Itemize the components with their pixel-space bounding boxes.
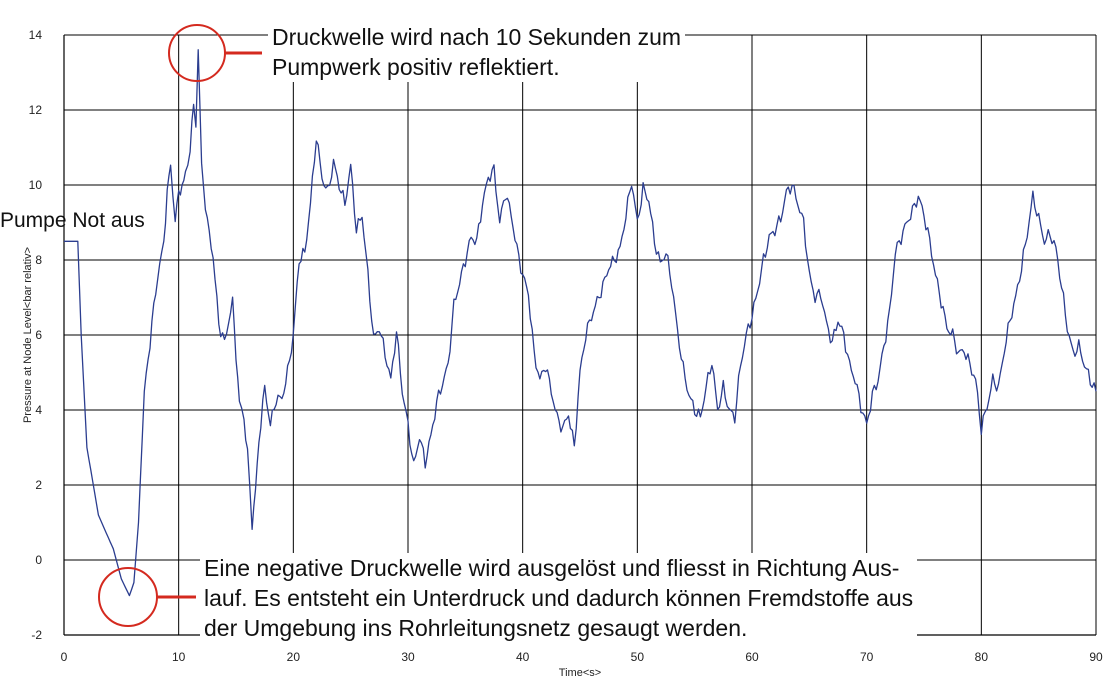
y-tick-label: 0: [35, 553, 42, 567]
y-axis-label: Pressure at Node Level<bar relativ>: [22, 247, 34, 423]
x-tick-label: 60: [745, 650, 759, 664]
y-tick-label: 6: [35, 328, 42, 342]
y-tick-label: 8: [35, 253, 42, 267]
y-tick-label: 10: [29, 178, 43, 192]
series-layer: [64, 49, 1097, 597]
highlight-markers: [98, 24, 262, 627]
x-tick-label: 0: [61, 650, 68, 664]
trough-highlight-circle: [98, 567, 158, 627]
x-tick-label: 30: [401, 650, 415, 664]
y-tick-label: 12: [29, 103, 43, 117]
tick-labels: -2 0 2 4 6 8 10 12 14 0 10 20 30 40 50 60 70 80 90: [29, 28, 1103, 664]
y-tick-label: 2: [35, 478, 42, 492]
annotation-negative-wave: Eine negative Druckwelle wird ausgelöst …: [200, 553, 918, 643]
x-tick-label: 10: [172, 650, 186, 664]
x-tick-label: 40: [516, 650, 530, 664]
x-axis-label: Time<s>: [559, 667, 601, 679]
annotation-pump-stop: Pumpe Not aus: [0, 209, 145, 232]
y-tick-label: 4: [35, 403, 42, 417]
x-tick-label: 50: [631, 650, 645, 664]
grid-lines: [63, 34, 1097, 636]
x-tick-label: 90: [1089, 650, 1103, 664]
x-tick-label: 80: [975, 650, 989, 664]
y-tick-label: -2: [31, 628, 42, 642]
x-tick-label: 20: [287, 650, 301, 664]
pressure-series-line: [64, 49, 1097, 597]
annotation-reflection: Druckwelle wird nach 10 Sekunden zum Pum…: [268, 22, 686, 82]
x-tick-label: 70: [860, 650, 874, 664]
y-tick-label: 14: [29, 28, 43, 42]
